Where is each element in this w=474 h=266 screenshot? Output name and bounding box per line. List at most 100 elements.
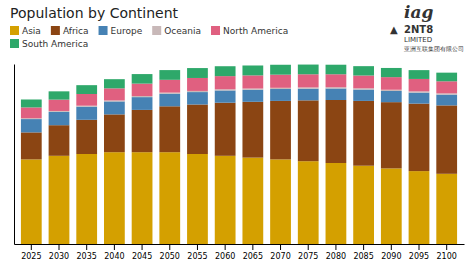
x-tick-label: 2100: [437, 252, 457, 261]
x-tick: 2030: [49, 244, 69, 261]
annotation: LIMITED: [404, 36, 432, 44]
bar: [409, 93, 430, 104]
x-tick: 2045: [132, 244, 152, 261]
x-tick-label: 2040: [104, 252, 124, 261]
x-tick-mark: [31, 244, 32, 250]
bar: [132, 97, 153, 110]
bar: [21, 159, 42, 244]
bar: [326, 65, 347, 75]
bar: [76, 85, 97, 94]
x-tick-mark: [252, 244, 253, 250]
bar: [132, 152, 153, 244]
x-tick: 2095: [409, 244, 429, 261]
bar: [242, 89, 263, 90]
x-axis-line: [15, 244, 465, 245]
bar: [215, 103, 236, 156]
bar: [104, 152, 125, 244]
bar: [409, 91, 430, 92]
bar: [49, 91, 70, 99]
bar: [159, 106, 180, 152]
bar: [187, 154, 208, 244]
bar: [298, 100, 319, 161]
x-tick-mark: [114, 244, 115, 250]
bar: [187, 91, 208, 92]
bar: [21, 119, 42, 132]
bar: [381, 168, 402, 244]
bar: [21, 132, 42, 159]
bar: [298, 65, 319, 75]
x-tick-mark: [86, 244, 87, 250]
bar: [270, 88, 291, 89]
bar: [159, 70, 180, 80]
x-tick-label: 2025: [21, 252, 41, 261]
bar: [381, 91, 402, 102]
legend-label: Europe: [111, 26, 143, 36]
bar: [242, 75, 263, 88]
x-tick-mark: [169, 244, 170, 250]
bar: [104, 100, 125, 101]
bar: [409, 70, 430, 79]
x-tick: 2060: [215, 244, 235, 261]
bar: [132, 110, 153, 152]
bar-series: [21, 88, 457, 132]
x-tick-label: 2050: [160, 252, 180, 261]
bar: [326, 100, 347, 163]
bar: [21, 107, 42, 118]
y-axis-line: [14, 65, 15, 245]
x-tick-label: 2090: [381, 252, 401, 261]
x-tick-label: 2055: [187, 252, 207, 261]
bar-series: [21, 65, 457, 108]
legend-swatch: [51, 26, 60, 35]
legend-item: Africa: [51, 26, 89, 36]
bar: [436, 81, 457, 93]
x-tick-label: 2060: [215, 252, 235, 261]
bar: [353, 101, 374, 166]
plot: 2025203020352040204520502055206020652070…: [15, 65, 465, 261]
y-axis: [14, 65, 15, 245]
bar: [76, 94, 97, 106]
bar: [242, 102, 263, 158]
x-tick: 2025: [21, 244, 41, 261]
bar: [409, 104, 430, 172]
bar: [353, 90, 374, 101]
bar: [298, 89, 319, 101]
chart-title: Population by Continent: [10, 5, 179, 21]
chart-container: Population by Continent▲2NT8LIMITED亚洲互联集…: [0, 0, 474, 266]
x-axis: 2025203020352040204520502055206020652070…: [15, 244, 465, 261]
bar: [381, 90, 402, 91]
bar: [187, 68, 208, 78]
x-tick-mark: [335, 244, 336, 250]
x-tick-label: 2030: [49, 252, 69, 261]
x-tick-mark: [142, 244, 143, 250]
legend-label: Asia: [22, 26, 41, 36]
bar: [76, 154, 97, 244]
x-tick: 2055: [187, 244, 207, 261]
x-tick-mark: [197, 244, 198, 250]
bar: [381, 77, 402, 90]
bar: [353, 166, 374, 244]
x-tick-label: 2080: [326, 252, 346, 261]
bar: [436, 93, 457, 94]
bar: [270, 101, 291, 159]
bar: [436, 73, 457, 82]
bar: [381, 102, 402, 168]
bar: [215, 89, 236, 90]
bar: [159, 80, 180, 93]
bar: [298, 74, 319, 87]
x-tick-label: 2035: [77, 252, 97, 261]
x-tick: 2075: [298, 244, 318, 261]
x-tick: 2065: [243, 244, 263, 261]
bar: [242, 90, 263, 102]
legend-swatch: [152, 26, 161, 35]
bar: [353, 88, 374, 89]
bar: [187, 78, 208, 91]
bar: [159, 93, 180, 94]
x-tick-mark: [446, 244, 447, 250]
bar: [104, 88, 125, 100]
bar: [104, 101, 125, 114]
bar: [159, 152, 180, 244]
x-tick-mark: [280, 244, 281, 250]
legend-item: South America: [10, 39, 88, 49]
legend-item: Oceania: [152, 26, 201, 36]
bar: [270, 159, 291, 244]
